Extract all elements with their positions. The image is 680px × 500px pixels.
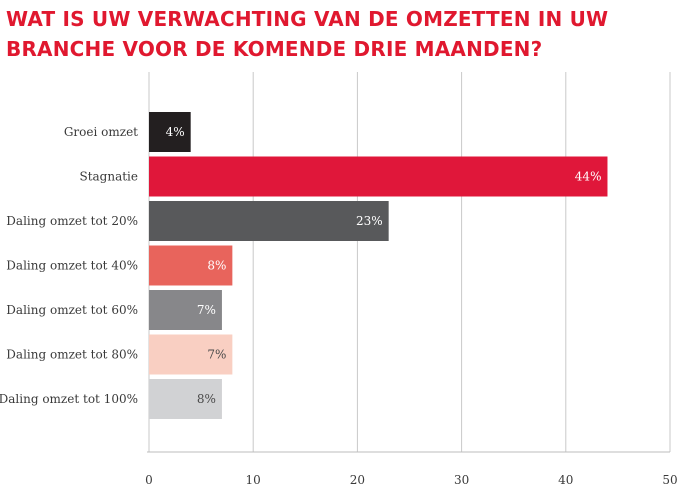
bar — [149, 112, 191, 152]
chart-title: WAT IS UW VERWACHTING VAN DE OMZETTEN IN… — [6, 4, 674, 64]
x-tick-label: 20 — [350, 473, 365, 487]
chart-title-line-1: WAT IS UW VERWACHTING VAN DE OMZETTEN IN… — [6, 7, 609, 31]
category-label: Daling omzet tot 80% — [6, 348, 138, 362]
category-label: Daling omzet tot 60% — [6, 303, 138, 317]
data-label: 8% — [207, 259, 226, 273]
category-labels: Groei omzet Stagnatie Daling omzet tot 20%… — [0, 125, 138, 406]
bar — [149, 334, 233, 375]
chart-title-line-2: BRANCHE VOOR DE KOMENDE DRIE MAANDEN? — [6, 37, 543, 61]
x-tick-label: 50 — [662, 473, 677, 487]
data-label: 4% — [166, 125, 185, 139]
bar — [149, 245, 233, 286]
data-label: 8% — [197, 392, 216, 406]
category-label: Stagnatie — [79, 170, 138, 184]
bar — [149, 201, 389, 241]
category-label: Groei omzet — [64, 125, 138, 139]
bar — [149, 290, 222, 330]
bar — [149, 156, 608, 197]
x-tick-label: 40 — [558, 473, 573, 487]
data-label: 7% — [197, 303, 216, 317]
x-tick-labels: 0 10 20 30 40 50 — [145, 473, 677, 487]
value-labels: 4% 44% 23% 8% 7% 7% 8% — [166, 125, 602, 406]
data-label: 44% — [575, 170, 602, 184]
bar — [149, 379, 222, 419]
category-label: Daling omzet tot 20% — [6, 214, 138, 228]
x-tick-label: 30 — [454, 473, 469, 487]
bars — [149, 112, 608, 419]
category-label: Daling omzet tot 40% — [6, 259, 138, 273]
category-label: Daling omzet tot 100% — [0, 392, 138, 406]
x-tick-label: 10 — [246, 473, 261, 487]
data-label: 23% — [356, 214, 383, 228]
data-label: 7% — [207, 348, 226, 362]
x-tick-label: 0 — [145, 473, 153, 487]
